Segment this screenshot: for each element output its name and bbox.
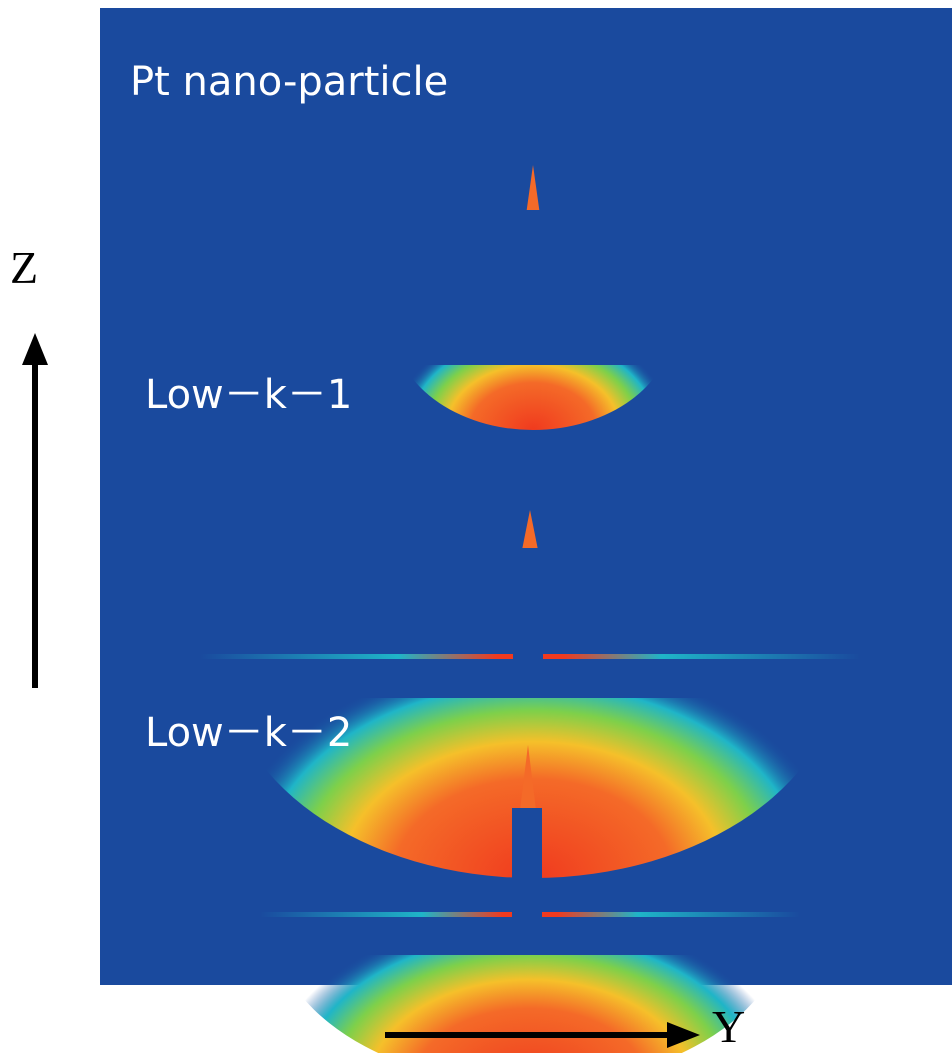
panel-label: Low－k－2 (145, 710, 352, 756)
panel-label: Pt nano-particle (130, 59, 448, 105)
y-arrow (385, 1022, 700, 1048)
z-arrow (22, 333, 48, 688)
axis-label: Z (10, 242, 38, 293)
pattern-low-k-1 (200, 438, 860, 878)
pattern-pt (393, 165, 675, 430)
axis-label: Y (712, 1001, 745, 1052)
pattern-low-k-2 (250, 745, 810, 1053)
panel-label: Low－k－1 (145, 372, 352, 418)
